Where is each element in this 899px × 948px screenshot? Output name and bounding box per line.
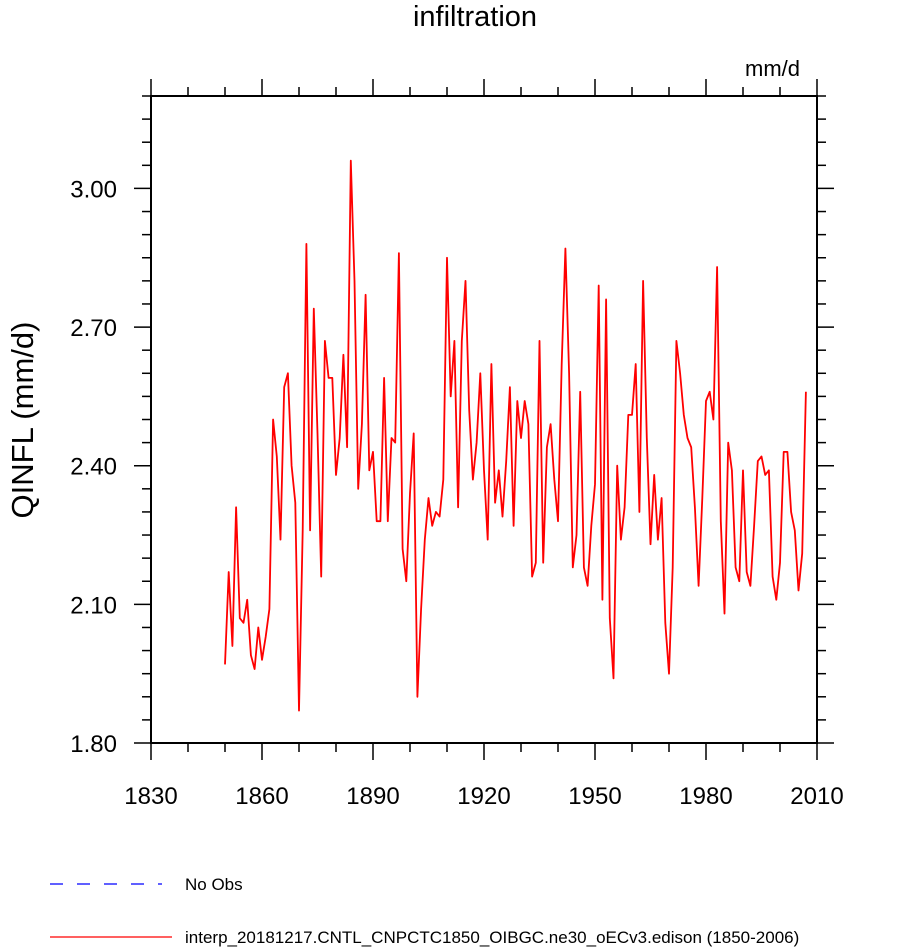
units-label: mm/d <box>745 56 800 81</box>
y-tick-label: 2.10 <box>70 592 117 619</box>
legend-label-model: interp_20181217.CNTL_CNPCTC1850_OIBGC.ne… <box>185 928 799 947</box>
x-tick-label: 1890 <box>346 783 399 810</box>
y-axis-label: QINFL (mm/d) <box>5 322 40 519</box>
y-tick-label: 1.80 <box>70 731 117 758</box>
x-axis-ticks: 1830 1860 1890 1920 1950 1980 2010 <box>124 79 844 810</box>
x-tick-label: 1830 <box>124 783 177 810</box>
y-tick-label: 3.00 <box>70 176 117 203</box>
series-line <box>224 159 807 712</box>
y-tick-label: 2.70 <box>70 315 117 342</box>
series-layer <box>224 159 807 712</box>
legend-label-no-obs: No Obs <box>185 875 243 894</box>
y-axis-ticks: 1.80 2.10 2.40 2.70 3.00 <box>70 95 834 758</box>
x-tick-label: 1950 <box>568 783 621 810</box>
plot-frame <box>150 95 818 744</box>
x-tick-label: 2010 <box>790 783 843 810</box>
y-tick-label: 2.40 <box>70 454 117 481</box>
x-tick-label: 1920 <box>457 783 510 810</box>
chart-title: infiltration <box>413 1 537 33</box>
x-tick-label: 1980 <box>679 783 732 810</box>
legend: No Obs interp_20181217.CNTL_CNPCTC1850_O… <box>50 875 799 947</box>
x-tick-label: 1860 <box>235 783 288 810</box>
